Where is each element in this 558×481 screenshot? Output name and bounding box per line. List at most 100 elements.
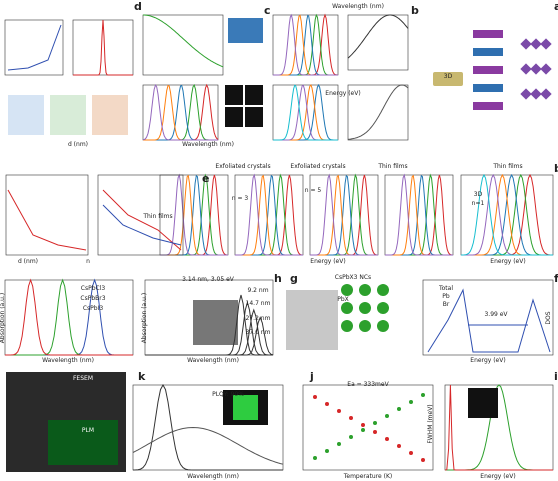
atom bbox=[359, 284, 371, 296]
panel-text: 3D bbox=[444, 73, 453, 80]
point bbox=[385, 414, 389, 418]
panel-text: Energy (eV) bbox=[470, 357, 505, 364]
inset bbox=[468, 388, 498, 418]
panel-label: a bbox=[554, 0, 558, 13]
panel-label: g bbox=[290, 272, 298, 285]
panel-text: d (nm) bbox=[18, 258, 38, 265]
panel-text: Wavelength (nm) bbox=[42, 357, 94, 364]
atom bbox=[341, 320, 353, 332]
plot-frame bbox=[5, 174, 89, 256]
curve bbox=[347, 84, 409, 140]
curve bbox=[160, 173, 228, 256]
curve bbox=[7, 24, 62, 71]
panel-text: FESEM bbox=[73, 375, 93, 382]
curve bbox=[310, 173, 378, 256]
panel-text: n = 5 bbox=[305, 187, 322, 194]
panel-text: Absorption (a.u.) bbox=[141, 293, 148, 343]
micrograph bbox=[245, 107, 263, 127]
panel-text: Br bbox=[443, 301, 450, 308]
atom bbox=[341, 284, 353, 296]
structure bbox=[286, 290, 338, 350]
layer bbox=[473, 102, 503, 110]
point bbox=[409, 400, 413, 404]
atom bbox=[377, 302, 389, 314]
curve bbox=[143, 14, 224, 68]
point bbox=[361, 423, 365, 427]
panel-label: d bbox=[134, 0, 142, 13]
tem bbox=[193, 300, 238, 345]
curve bbox=[145, 294, 273, 356]
panel-text: n = 3 bbox=[232, 195, 249, 202]
panel-text: Total bbox=[438, 285, 453, 292]
atom bbox=[359, 302, 371, 314]
plot-frame bbox=[302, 384, 434, 471]
glow bbox=[233, 395, 258, 420]
point bbox=[385, 437, 389, 441]
panel-text: PLQY: 90% bbox=[212, 391, 244, 398]
plot-frame bbox=[4, 19, 64, 76]
curve bbox=[385, 173, 453, 256]
micrograph bbox=[228, 18, 263, 43]
micrograph bbox=[225, 107, 243, 127]
panel-text: CsPbX3 NCs bbox=[335, 274, 371, 281]
panel-text: PLM bbox=[82, 427, 94, 434]
layer bbox=[473, 66, 503, 74]
panel-label: k bbox=[138, 370, 146, 383]
curve bbox=[427, 288, 551, 353]
panel-text: FWHM (meV) bbox=[427, 404, 434, 443]
panel-text: Energy (eV) bbox=[480, 473, 515, 480]
point bbox=[421, 458, 425, 462]
point bbox=[337, 442, 341, 446]
plot-frame bbox=[347, 84, 409, 141]
panel-label: h bbox=[274, 272, 282, 285]
point bbox=[409, 451, 413, 455]
panel-text: Energy (eV) bbox=[310, 258, 345, 265]
panel-label: c bbox=[264, 4, 271, 17]
panel-label: b bbox=[411, 4, 419, 17]
point bbox=[421, 393, 425, 397]
atom bbox=[341, 302, 353, 314]
panel-text: Absorption (a.u.) bbox=[0, 293, 6, 343]
panel-text: Ea = 333meV bbox=[347, 381, 389, 388]
curve bbox=[132, 383, 283, 471]
point bbox=[325, 402, 329, 406]
panel-text: Exfoliated crystals bbox=[290, 163, 345, 170]
point bbox=[349, 416, 353, 420]
curve bbox=[142, 83, 218, 141]
panel-label: e bbox=[202, 172, 209, 185]
panel-text: 37.0 nm bbox=[246, 329, 271, 336]
panel-text: Energy (eV) bbox=[490, 258, 525, 265]
curve bbox=[7, 189, 87, 251]
curve bbox=[273, 13, 338, 76]
panel-text: 27.2 nm bbox=[246, 315, 271, 322]
panel-text: n bbox=[86, 258, 90, 265]
panel-text: Energy (eV) bbox=[325, 90, 360, 97]
schematic bbox=[8, 95, 44, 135]
panel-text: 14.7 nm bbox=[246, 300, 271, 307]
layer bbox=[473, 30, 503, 38]
panel-label: j bbox=[309, 370, 314, 383]
panel-text: Pb bbox=[442, 293, 450, 300]
curve bbox=[273, 84, 338, 141]
layer bbox=[473, 84, 503, 92]
plot-frame bbox=[142, 14, 224, 76]
point bbox=[361, 428, 365, 432]
panel-text: Exfoliated crystals bbox=[215, 163, 270, 170]
point bbox=[337, 409, 341, 413]
point bbox=[373, 430, 377, 434]
panel-text: Wavelength (nm) bbox=[187, 473, 239, 480]
panel-text: CsPbBr3 bbox=[80, 295, 105, 302]
panel-text: PbX bbox=[337, 296, 349, 303]
layer bbox=[473, 48, 503, 56]
panel-text: 9.2 nm bbox=[247, 287, 268, 294]
plot-frame bbox=[97, 174, 184, 256]
point bbox=[397, 407, 401, 411]
curve bbox=[461, 173, 553, 256]
atom bbox=[359, 320, 371, 332]
curve bbox=[102, 189, 182, 251]
panel-text: 3.99 eV bbox=[484, 311, 508, 318]
schematic bbox=[50, 95, 86, 135]
panel-text: Wavelength (nm) bbox=[332, 3, 384, 10]
arrow-box bbox=[433, 72, 463, 86]
